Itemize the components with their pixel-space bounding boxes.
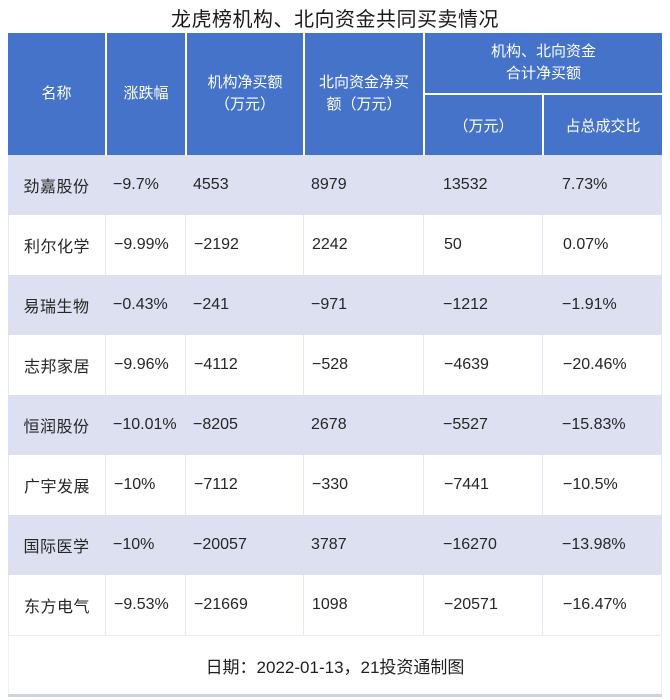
cell-combined-ratio: −20.46%	[542, 335, 662, 395]
column-header-combined-amount: （万元）	[453, 117, 514, 135]
cell-stock-name: 志邦家居	[8, 335, 105, 395]
cell-combined-ratio: −15.83%	[562, 416, 626, 433]
page-title: 龙虎榜机构、北向资金共同买卖情况	[171, 9, 499, 31]
cell-combined-ratio: −13.98%	[562, 536, 626, 553]
column-header-combined-title: 机构、北向资金 合计净买额	[425, 33, 662, 95]
cell-institution-net-buy: −4112	[185, 335, 303, 395]
cell-combined-ratio: −16.47%	[542, 575, 662, 635]
column-header-combined-ratio: 占总成交比	[542, 95, 662, 155]
cell-stock-name: 利尔化学	[8, 215, 105, 275]
cell-combined-ratio: −10.5%	[542, 455, 662, 515]
cell-combined-ratio: 0.07%	[542, 215, 662, 275]
cell-northbound-net-buy: 8979	[311, 176, 347, 193]
table-row: 广宇发展 −10% −7112 −330 −7441 −10.5%	[8, 455, 662, 515]
table-row: 利尔化学 −9.99% −2192 2242 50 0.07%	[8, 215, 662, 275]
column-header-institution-net-buy: 机构净买额 （万元）	[185, 33, 303, 155]
cell-northbound-net-buy: −330	[303, 455, 423, 515]
bottom-accent-strip	[8, 694, 662, 697]
cell-change: −10%	[105, 455, 185, 515]
cell-combined-ratio: 7.73%	[562, 176, 608, 193]
cell-northbound-net-buy: −528	[303, 335, 423, 395]
source-date-note: 日期：2022-01-13，21投资通制图	[205, 657, 465, 677]
cell-change: −9.53%	[105, 575, 185, 635]
cell-change: −9.96%	[105, 335, 185, 395]
cell-combined-amount: −7441	[423, 455, 542, 515]
cell-combined-amount: −16270	[443, 536, 497, 553]
table-row: 易瑞生物 −0.43% −241 −971 −1212 −1.91%	[8, 275, 662, 335]
cell-combined-amount: −4639	[423, 335, 542, 395]
table-footer: 日期：2022-01-13，21投资通制图	[8, 635, 662, 694]
cell-institution-net-buy: 4553	[193, 176, 229, 193]
column-header-northbound-net-buy: 北向资金净买 额（万元）	[303, 33, 423, 155]
table-header: 名称 涨跌幅 机构净买额 （万元） 北向资金净买 额（万元） 机构、北向资金 合…	[8, 33, 662, 155]
table-row: 志邦家居 −9.96% −4112 −528 −4639 −20.46%	[8, 335, 662, 395]
table-row: 东方电气 −9.53% −21669 1098 −20571 −16.47%	[8, 575, 662, 635]
cell-combined-amount: −20571	[423, 575, 542, 635]
cell-stock-name: 东方电气	[8, 575, 105, 635]
cell-stock-name: 国际医学	[23, 539, 90, 556]
cell-stock-name: 广宇发展	[8, 455, 105, 515]
column-header-change: 涨跌幅	[105, 33, 185, 155]
column-header-name: 名称	[41, 85, 72, 102]
cell-combined-amount: 13532	[443, 176, 488, 193]
table-body: 劲嘉股份 −9.7% 4553 8979 13532 7.73% 利尔化学 −9…	[8, 155, 662, 635]
table-row: 国际医学 −10% −20057 3787 −16270 −13.98%	[8, 515, 662, 575]
cell-stock-name: 易瑞生物	[23, 299, 90, 316]
column-header-combined-group: 机构、北向资金 合计净买额 （万元） 占总成交比	[423, 33, 662, 155]
cell-combined-amount: −1212	[443, 296, 488, 313]
column-header-combined-subrow: （万元） 占总成交比	[425, 95, 662, 155]
cell-institution-net-buy: −20057	[193, 536, 247, 553]
cell-institution-net-buy: −21669	[185, 575, 303, 635]
cell-northbound-net-buy: 2242	[303, 215, 423, 275]
cell-change: −10.01%	[113, 416, 177, 433]
cell-combined-amount: −5527	[443, 416, 488, 433]
cell-northbound-net-buy: 1098	[303, 575, 423, 635]
cell-stock-name: 劲嘉股份	[23, 179, 90, 196]
cell-northbound-net-buy: 3787	[311, 536, 347, 553]
cell-stock-name: 恒润股份	[23, 419, 90, 436]
cell-northbound-net-buy: −971	[311, 296, 348, 313]
cell-combined-amount: 50	[423, 215, 542, 275]
cell-change: −10%	[113, 536, 155, 553]
table-row: 恒润股份 −10.01% −8205 2678 −5527 −15.83%	[8, 395, 662, 455]
stocks-table: 名称 涨跌幅 机构净买额 （万元） 北向资金净买 额（万元） 机构、北向资金 合…	[8, 33, 662, 697]
cell-institution-net-buy: −8205	[193, 416, 238, 433]
cell-northbound-net-buy: 2678	[311, 416, 347, 433]
cell-combined-ratio: −1.91%	[562, 296, 617, 313]
cell-institution-net-buy: −241	[193, 296, 230, 313]
cell-change: −9.7%	[113, 176, 159, 193]
cell-change: −9.99%	[105, 215, 185, 275]
cell-institution-net-buy: −7112	[185, 455, 303, 515]
cell-institution-net-buy: −2192	[185, 215, 303, 275]
table-row: 劲嘉股份 −9.7% 4553 8979 13532 7.73%	[8, 155, 662, 215]
cell-change: −0.43%	[113, 296, 168, 313]
